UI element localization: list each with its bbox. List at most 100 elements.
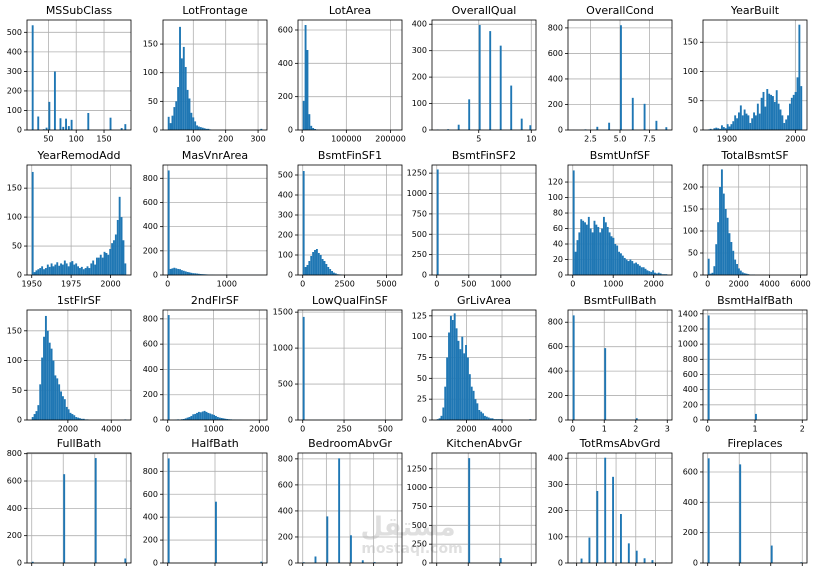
bar: [595, 224, 598, 275]
x-tick-label: 0: [165, 280, 170, 289]
subplot: HalfBath 0 200 400 600 800: [143, 437, 268, 566]
bar: [726, 124, 729, 130]
axes-frame: [431, 452, 537, 564]
bar: [182, 418, 185, 420]
bar: [775, 90, 778, 130]
bar: [31, 417, 34, 420]
y-tick-label: 800: [143, 467, 158, 476]
bar: [442, 407, 445, 420]
bar: [756, 103, 759, 130]
bar: [453, 313, 456, 420]
bar: [52, 266, 55, 275]
bar: [48, 101, 51, 130]
bar: [167, 116, 170, 130]
bar: [591, 232, 594, 275]
bar: [71, 414, 74, 420]
bar: [436, 169, 439, 275]
y-tick-label: 50: [417, 374, 427, 383]
y-tick-label: 1200: [678, 324, 698, 333]
bar: [612, 476, 615, 563]
x-tick-label: 100: [69, 135, 84, 144]
bar: [334, 273, 337, 275]
y-tick-label: 500: [278, 380, 293, 389]
bar: [495, 419, 498, 420]
y-tick-label: 400: [143, 513, 158, 522]
bar: [171, 268, 174, 275]
bar: [572, 315, 575, 420]
bar: [39, 268, 42, 275]
y-tick-label: 400: [548, 74, 563, 83]
subplot: LotArea 0 200 400 600 0 100000 200000: [278, 4, 406, 144]
bar: [327, 267, 330, 275]
subplot-title: YearRemodAdd: [37, 149, 121, 162]
y-tick-label: 750: [412, 209, 427, 218]
axes-frame: [702, 309, 808, 421]
bar: [192, 414, 195, 420]
bar: [222, 418, 225, 420]
axes-frame: [431, 164, 537, 276]
y-tick-label: 100: [7, 356, 22, 365]
bar: [770, 545, 773, 563]
bar: [122, 240, 125, 275]
bar: [717, 128, 720, 130]
subplot: MSSubClass 0 100 200 300 400 500 50 100 150: [7, 4, 132, 144]
bar: [67, 126, 70, 130]
y-tick-label: 150: [7, 184, 22, 193]
axes-frame: [297, 164, 403, 276]
bar: [79, 268, 81, 275]
y-tick-label: 400: [412, 20, 427, 29]
bar: [580, 219, 583, 275]
bar: [724, 209, 727, 275]
bar: [728, 126, 731, 130]
y-tick-label: 1500: [273, 308, 293, 317]
bar: [730, 242, 733, 275]
bar: [67, 409, 70, 420]
subplot-title: BsmtHalfBath: [717, 294, 793, 307]
bar: [739, 464, 742, 563]
bar: [215, 501, 217, 563]
bar: [451, 320, 454, 420]
subplot: LowQualFinSF 0 500 1000 1500 0 250 500: [273, 294, 403, 434]
x-tick-label: 1000: [491, 280, 511, 289]
watermark-text: mostaql.com: [361, 541, 462, 557]
y-tick-label: 0: [153, 126, 158, 135]
bar: [635, 418, 638, 420]
bar: [101, 257, 104, 275]
bar: [56, 378, 59, 420]
bar: [188, 272, 191, 275]
bar: [218, 417, 221, 420]
x-tick-label: 2000: [100, 280, 120, 289]
bar: [478, 410, 481, 420]
bar: [721, 125, 723, 130]
subplot: BsmtFullBath 0 200 400 600 800 0 1 2 3: [548, 294, 673, 434]
axes-frame: [567, 164, 673, 276]
bar: [120, 217, 123, 275]
bar: [713, 128, 716, 130]
bar: [63, 474, 66, 563]
y-tick-label: 0: [693, 126, 698, 135]
bar: [800, 86, 803, 130]
bar: [779, 109, 782, 130]
bar: [306, 50, 309, 130]
bar: [489, 418, 492, 420]
axes-frame: [297, 309, 403, 421]
bar: [192, 273, 195, 275]
bar: [216, 416, 219, 420]
y-tick-label: 600: [548, 342, 563, 351]
y-tick-label: 0: [288, 559, 293, 566]
bar: [627, 543, 630, 563]
x-tick-label: 250: [336, 425, 351, 434]
bar: [596, 126, 599, 130]
bar: [310, 256, 313, 275]
bar: [461, 336, 464, 420]
axes-frame: [26, 452, 132, 564]
bar: [736, 118, 739, 130]
subplot: KitchenAbvGr 0 250 500 750 1000 1250: [407, 437, 537, 566]
bar: [173, 107, 176, 130]
bar: [730, 124, 733, 130]
bar: [312, 252, 315, 275]
bar: [96, 257, 98, 275]
bar: [436, 419, 439, 420]
y-tick-label: 250: [412, 540, 427, 549]
bar: [529, 419, 532, 420]
